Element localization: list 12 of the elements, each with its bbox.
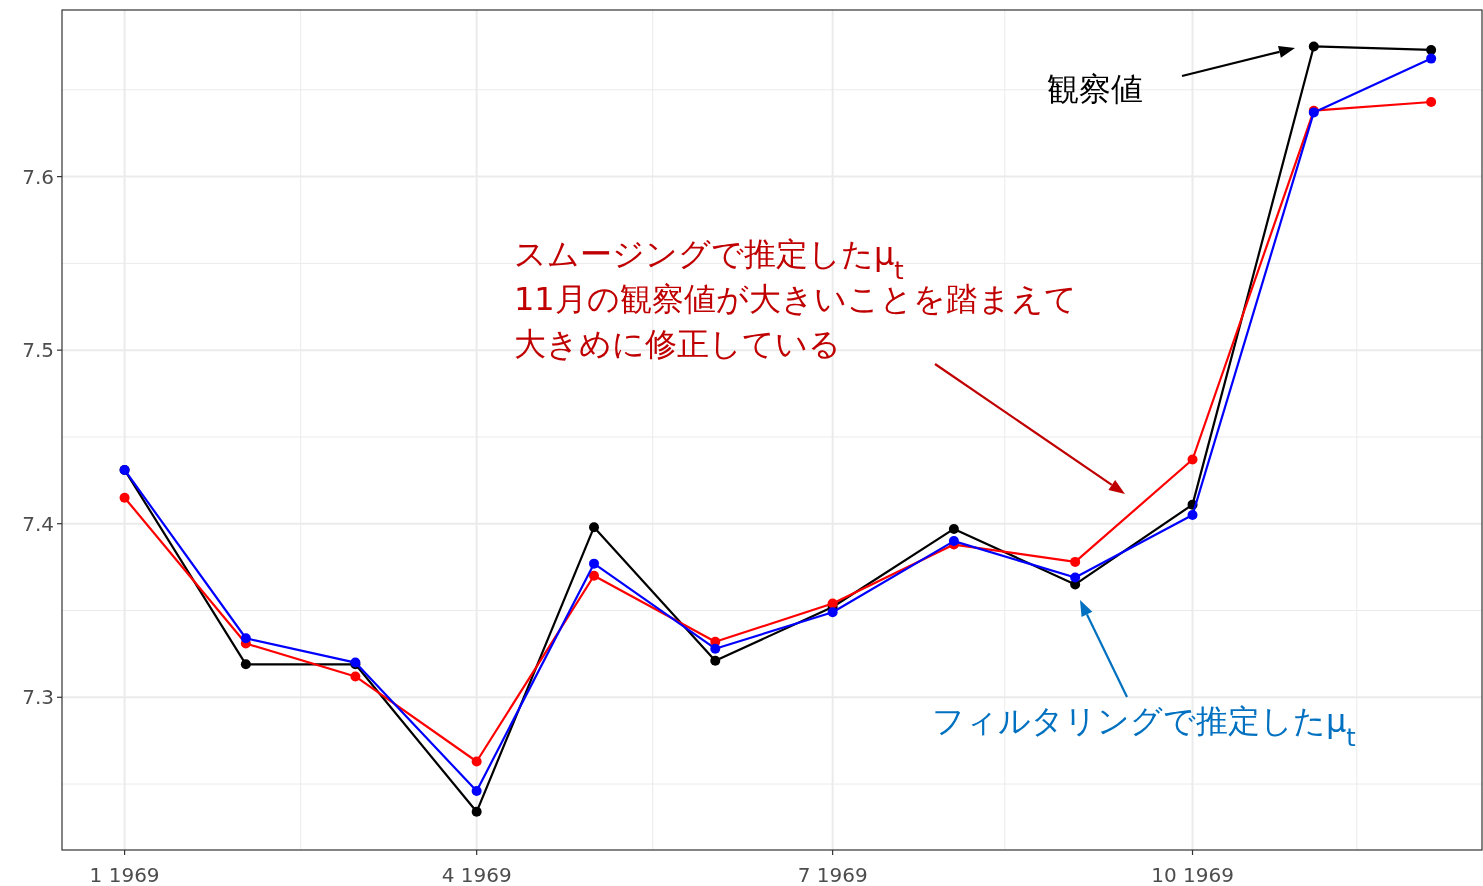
annotation: 観察値 bbox=[1047, 70, 1143, 108]
x-tick-label: 10 1969 bbox=[1151, 863, 1234, 886]
x-tick-label: 1 1969 bbox=[89, 863, 160, 886]
annotation: 大きめに修正している bbox=[514, 325, 841, 363]
y-tick-label: 7.6 bbox=[22, 164, 54, 189]
y-tick-label: 7.5 bbox=[22, 338, 54, 363]
x-tick-label: 7 1969 bbox=[797, 863, 868, 886]
annotation: 11月の観察値が大きいことを踏まえて bbox=[514, 280, 1077, 318]
annotation: フィルタリングで推定したμ$_{t}$ bbox=[932, 702, 1356, 752]
y-tick-label: 7.3 bbox=[22, 685, 54, 710]
y-tick-label: 7.4 bbox=[22, 511, 54, 536]
x-tick-label: 4 1969 bbox=[441, 863, 512, 886]
